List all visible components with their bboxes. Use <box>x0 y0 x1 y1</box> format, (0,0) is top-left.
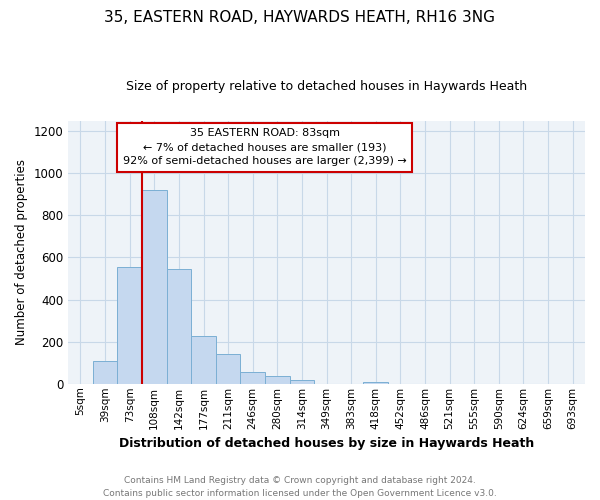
Bar <box>93 360 118 384</box>
Bar <box>191 336 216 384</box>
Bar <box>290 380 314 384</box>
Bar <box>216 354 241 384</box>
Title: Size of property relative to detached houses in Haywards Heath: Size of property relative to detached ho… <box>126 80 527 93</box>
Bar <box>118 267 142 384</box>
Bar <box>167 269 191 384</box>
Bar <box>364 382 388 384</box>
Bar <box>142 190 167 384</box>
Bar <box>241 372 265 384</box>
Y-axis label: Number of detached properties: Number of detached properties <box>15 159 28 345</box>
Bar <box>265 376 290 384</box>
Text: Contains HM Land Registry data © Crown copyright and database right 2024.
Contai: Contains HM Land Registry data © Crown c… <box>103 476 497 498</box>
X-axis label: Distribution of detached houses by size in Haywards Heath: Distribution of detached houses by size … <box>119 437 534 450</box>
Text: 35, EASTERN ROAD, HAYWARDS HEATH, RH16 3NG: 35, EASTERN ROAD, HAYWARDS HEATH, RH16 3… <box>104 10 496 25</box>
Text: 35 EASTERN ROAD: 83sqm
← 7% of detached houses are smaller (193)
92% of semi-det: 35 EASTERN ROAD: 83sqm ← 7% of detached … <box>122 128 406 166</box>
